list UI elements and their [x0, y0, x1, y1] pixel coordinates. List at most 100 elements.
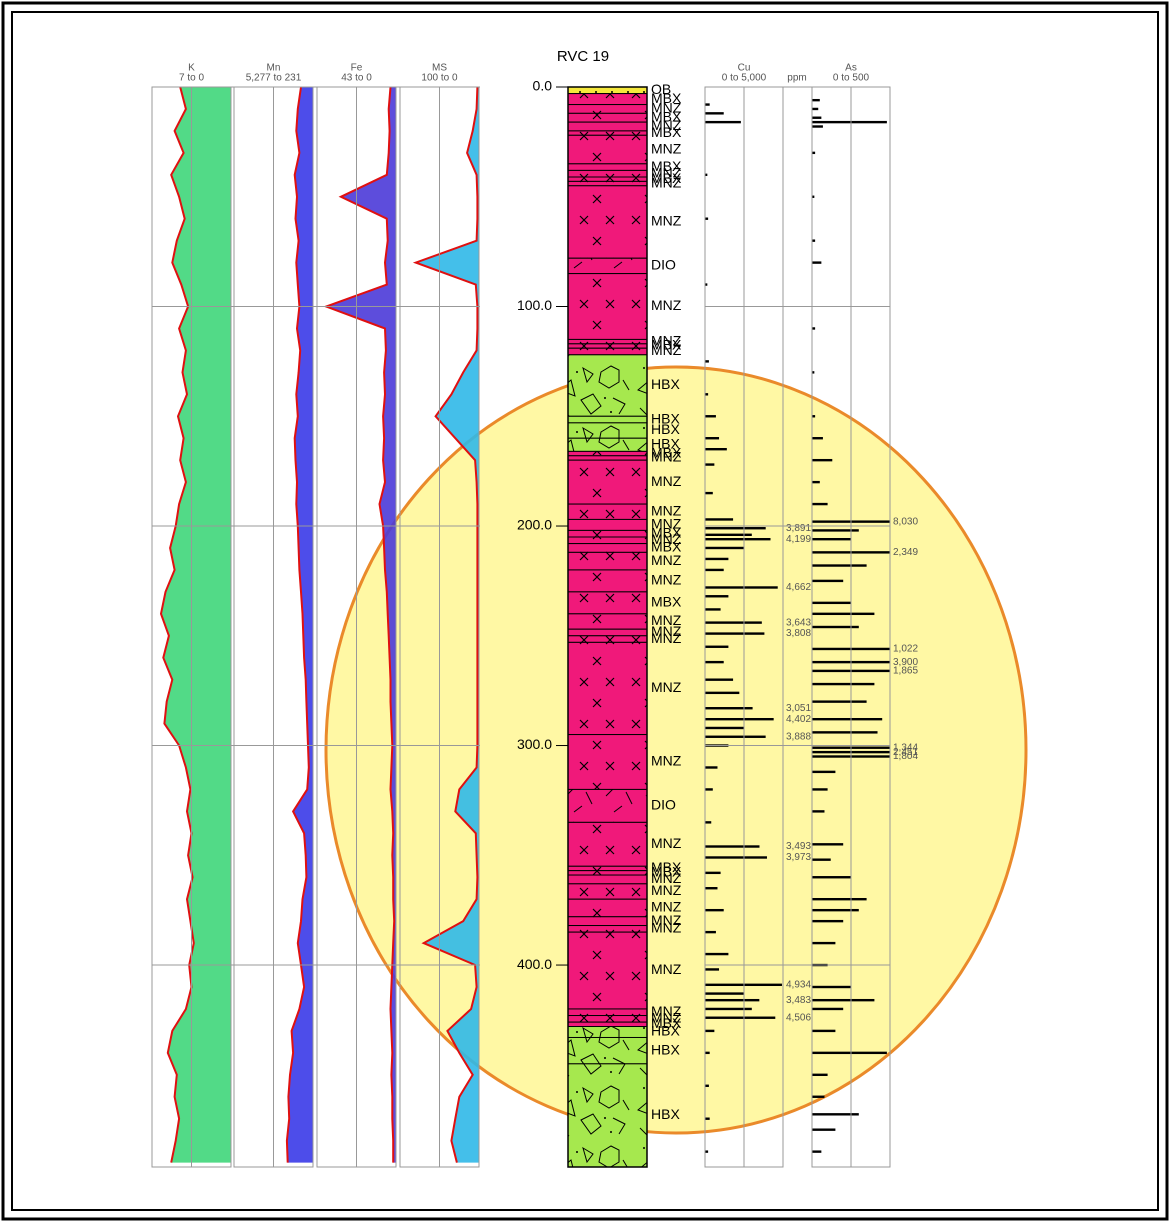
lithology-pattern [568, 177, 647, 182]
lithology-pattern [568, 122, 647, 131]
bar [705, 557, 729, 561]
log-area [286, 87, 313, 1163]
bar [812, 858, 831, 861]
bar [705, 437, 720, 440]
lithology-pattern [568, 170, 647, 177]
bar [705, 930, 716, 934]
lithology-pattern [568, 273, 647, 340]
bar [812, 682, 875, 686]
lithology-pattern [568, 343, 647, 349]
lithology-label: MNZ [651, 297, 682, 313]
lithology-label: MBX [651, 1015, 682, 1031]
bar [812, 788, 828, 791]
lithology-label: MNZ [651, 572, 682, 588]
curve-track [285, 87, 313, 1163]
track-name: As [845, 63, 857, 74]
lithology-pattern [568, 181, 647, 186]
lithology-pattern [568, 460, 647, 505]
log-area [415, 87, 479, 1163]
value-label: 3,643 [786, 617, 811, 628]
bar [812, 327, 816, 330]
depth-tick-label: 200.0 [517, 517, 552, 533]
bar [705, 537, 771, 541]
bar [705, 992, 744, 995]
track-range: 0 to 500 [833, 73, 870, 84]
lithology-label: MNZ [651, 899, 682, 915]
bar [705, 568, 724, 572]
value-label: 1,804 [893, 751, 918, 762]
bar [705, 983, 782, 987]
lithology-label: MBX [651, 337, 682, 353]
lithology-pattern [568, 932, 647, 1009]
bar [705, 217, 709, 220]
bar [705, 707, 753, 710]
bar [812, 941, 836, 945]
lithology-label: MBX [651, 124, 682, 140]
bar [705, 491, 713, 495]
lithology-label: MNZ [651, 679, 682, 695]
lithology-label: MNZ [651, 449, 682, 465]
lithology-label: MNZ [651, 835, 682, 851]
lithology-label: MNZ [651, 531, 682, 547]
value-label: 3,493 [786, 841, 811, 852]
lithology-pattern [568, 1037, 647, 1064]
lithology-label: MNZ [651, 342, 682, 358]
bar [812, 625, 859, 629]
bar [705, 856, 767, 859]
bar [705, 1051, 710, 1055]
bar [812, 195, 815, 198]
lithology-pattern [568, 866, 647, 871]
bar [705, 1016, 776, 1019]
value-label: 2,451 [893, 747, 918, 758]
bar [705, 766, 718, 769]
bar [812, 125, 823, 128]
bar [812, 908, 859, 912]
lithology-pattern [568, 1026, 647, 1038]
bar [812, 919, 844, 923]
value-label: 8,030 [893, 516, 918, 527]
lithology-label: MNZ [651, 332, 682, 348]
lithology-pattern [568, 422, 647, 439]
lithology-pattern [568, 185, 647, 259]
lithology-label: MNZ [651, 117, 682, 133]
bar [812, 371, 815, 374]
lithology-pattern [568, 104, 647, 114]
lithology-pattern [568, 1008, 647, 1016]
bar [812, 998, 875, 1002]
lithology-label: DIO [651, 797, 676, 813]
bar [705, 120, 741, 124]
log-curve [412, 87, 479, 1163]
lithology-label: MNZ [651, 920, 682, 936]
bar [812, 551, 890, 554]
bar [705, 735, 766, 738]
bar [705, 447, 727, 451]
track-range: 5,277 to 231 [246, 73, 302, 84]
inner-frame [11, 11, 1159, 1211]
lithology-pattern [568, 734, 647, 790]
lithology-pattern [568, 1015, 647, 1023]
track-name: Cu [738, 63, 751, 74]
curve-track [412, 87, 479, 1163]
bar [812, 601, 851, 605]
bar [812, 415, 816, 418]
bar [812, 261, 822, 264]
bar [705, 283, 708, 286]
lithology-label: MNZ [651, 213, 682, 229]
lithology-label: MBX [651, 859, 682, 875]
bar [812, 612, 875, 616]
bar [812, 151, 816, 155]
value-label: 4,199 [786, 534, 811, 545]
bar [705, 678, 734, 681]
bar [705, 717, 774, 721]
bar [705, 871, 721, 875]
lithology-label: HBX [651, 1041, 680, 1057]
bar [812, 1113, 859, 1116]
lithology-pattern [568, 354, 647, 417]
bar [812, 985, 851, 989]
lithology-pattern [568, 113, 647, 123]
lithology-label: MNZ [651, 473, 682, 489]
lithology-pattern [568, 613, 647, 630]
bar [705, 726, 744, 730]
